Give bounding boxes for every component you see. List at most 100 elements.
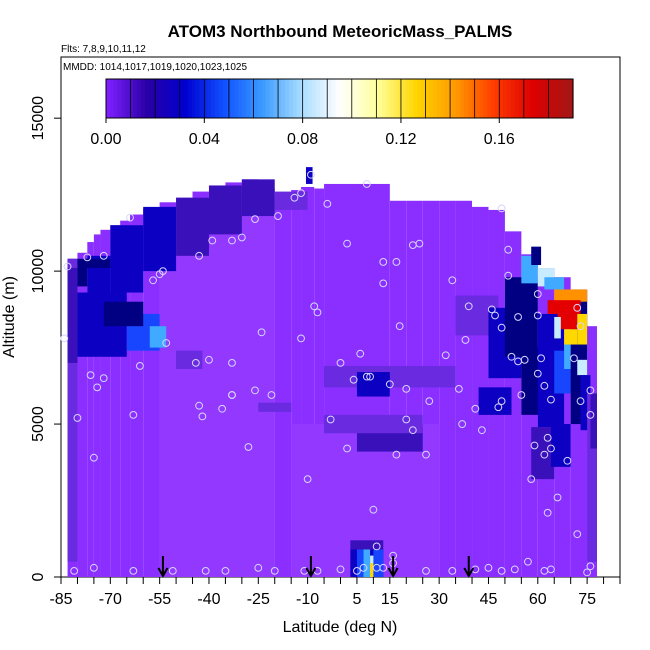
observation-point xyxy=(218,404,227,413)
colorbar-swatch xyxy=(475,79,481,118)
observation-point xyxy=(60,334,69,343)
observation-point xyxy=(583,568,592,577)
observation-point xyxy=(362,180,371,188)
observation-point xyxy=(362,372,371,381)
observation-point xyxy=(487,305,496,314)
colorbar-swatch xyxy=(440,79,446,118)
observation-point xyxy=(543,508,552,517)
colorbar-swatch xyxy=(479,79,485,118)
colorbar-swatch xyxy=(565,79,570,118)
colorbar-swatch xyxy=(238,79,243,118)
observation-point xyxy=(195,401,204,410)
observation-point xyxy=(563,456,572,465)
observation-point xyxy=(251,215,259,224)
observation-point xyxy=(356,349,365,358)
colorbar-swatch xyxy=(534,79,539,118)
observation-point xyxy=(372,563,381,572)
observation-point xyxy=(484,563,493,572)
colorbar-swatch xyxy=(378,79,383,118)
colorbar-swatch xyxy=(549,79,555,118)
x-tick-label: 75 xyxy=(578,591,596,608)
colorbar-swatch xyxy=(401,79,407,118)
colorbar-swatch xyxy=(335,79,341,118)
field-cell xyxy=(557,313,578,330)
x-tick-label: 60 xyxy=(529,591,547,608)
observation-point xyxy=(461,336,470,344)
field-cell xyxy=(176,197,209,256)
field-cell xyxy=(587,393,597,562)
colorbar-swatch xyxy=(393,79,399,118)
observation-point xyxy=(221,566,230,575)
observation-point xyxy=(458,420,467,428)
colorbar-swatch xyxy=(502,79,508,118)
colorbar-swatch xyxy=(218,79,224,118)
colorbar-swatch xyxy=(191,79,197,118)
field-cell xyxy=(67,268,78,363)
colorbar-swatch xyxy=(323,79,329,118)
flight-arrow xyxy=(305,556,317,579)
observation-point xyxy=(379,258,388,266)
observation-point xyxy=(547,395,555,404)
observation-point xyxy=(353,566,361,575)
observation-point xyxy=(477,426,486,435)
colorbar-swatch xyxy=(464,79,469,118)
colorbar-swatch xyxy=(425,79,430,118)
colorbar-swatch xyxy=(234,79,239,118)
y-tick-label: 15000 xyxy=(30,96,47,141)
colorbar-swatch xyxy=(444,79,450,118)
flight-arrow-head xyxy=(305,567,317,579)
colorbar-swatch xyxy=(137,79,142,118)
observation-point xyxy=(244,443,253,451)
colorbar-swatch xyxy=(320,79,325,118)
colorbar-swatch xyxy=(304,79,309,118)
observation-point xyxy=(297,334,305,343)
dates-label: MMDD: 1014,1017,1019,1020,1023,1025 xyxy=(63,62,247,73)
x-tick-label: 5 xyxy=(352,591,361,608)
observation-point xyxy=(323,199,332,208)
colorbar-swatch xyxy=(296,79,302,118)
colorbar-swatch xyxy=(467,79,473,118)
flight-arrow-head xyxy=(463,567,475,579)
colorbar-tick-label: 0.12 xyxy=(385,131,416,148)
colorbar-swatch xyxy=(222,79,228,118)
chart-title: ATOM3 Northbound MeteoricMass_PALMS xyxy=(168,22,513,41)
observation-point xyxy=(464,302,473,311)
colorbar-swatch xyxy=(355,79,360,118)
observation-point xyxy=(408,426,417,435)
colorbar-swatch xyxy=(429,79,434,118)
field-cell xyxy=(550,424,571,467)
colorbar-swatch xyxy=(195,79,200,118)
x-tick-label: -25 xyxy=(247,591,270,608)
field-cell xyxy=(110,225,121,577)
y-tick-label: 5000 xyxy=(30,406,47,442)
observation-point xyxy=(267,391,276,399)
colorbar-swatch xyxy=(148,79,154,118)
x-axis: -85 -70 -55 -40 -25 -10 5 15 30 45 60 75 xyxy=(49,577,621,608)
colorbar-swatch xyxy=(491,79,496,118)
colorbar-swatch xyxy=(203,79,208,118)
observation-point xyxy=(425,397,434,406)
observation-point xyxy=(448,276,457,285)
observation-point xyxy=(537,354,545,363)
colorbar-swatch xyxy=(471,79,477,118)
observation-point xyxy=(540,566,549,575)
observation-point xyxy=(89,453,98,462)
observation-point xyxy=(524,557,532,566)
observation-point xyxy=(136,362,144,370)
colorbar-swatch xyxy=(409,79,415,118)
observation-point xyxy=(504,245,513,254)
field-cell xyxy=(531,427,555,480)
plot-area: MMDD: 1014,1017,1019,1020,1023,1025 xyxy=(60,56,621,579)
colorbar-swatch xyxy=(113,79,119,118)
flights-label: Flts: 7,8,9,10,11,12 xyxy=(61,44,146,55)
colorbar-swatch xyxy=(156,79,162,118)
observation-point xyxy=(307,170,315,179)
colorbar-swatch xyxy=(382,79,387,118)
observation-point xyxy=(228,391,236,399)
observation-point xyxy=(162,339,171,347)
observation-point xyxy=(553,493,562,502)
field-cell xyxy=(120,220,131,577)
observation-point xyxy=(359,563,368,572)
observation-point xyxy=(395,322,404,331)
